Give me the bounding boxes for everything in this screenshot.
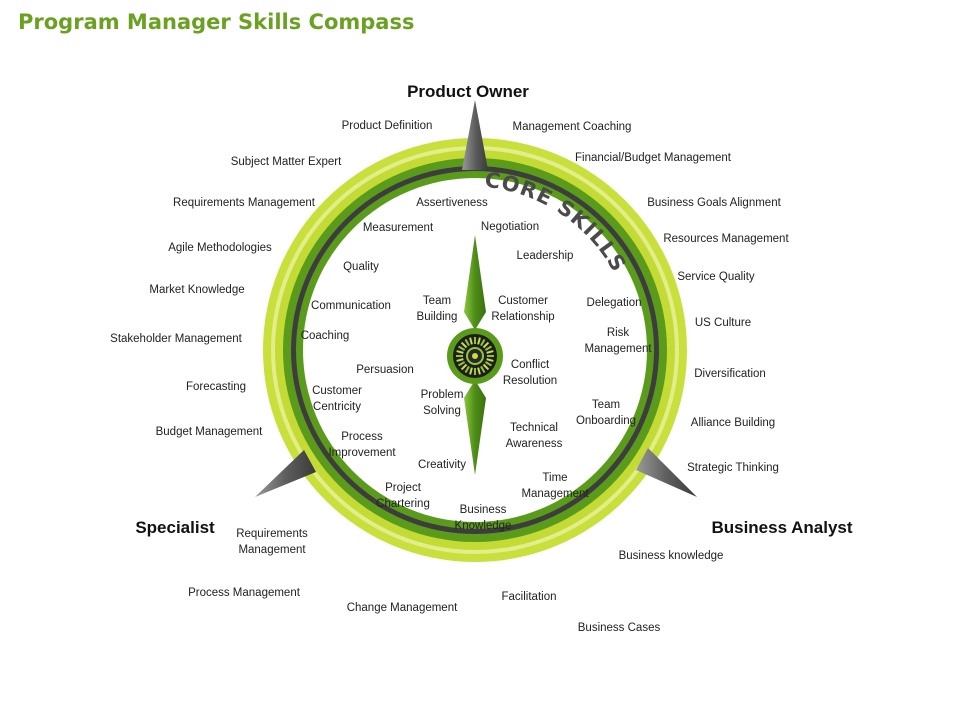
core-problem-solving: Problem Solving (420, 389, 464, 417)
core-technical-awareness: Technical Awareness (505, 422, 563, 450)
skill-alliance: Alliance Building (690, 417, 776, 429)
skill-diversification: Diversification (694, 368, 766, 380)
core-project-chartering: Project Chartering (376, 482, 430, 510)
skill-facilitation: Facilitation (501, 591, 557, 603)
core-process-improvement: Process Improvement (328, 431, 396, 459)
hub-tick (456, 350, 464, 354)
core-leadership: Leadership (516, 250, 574, 262)
core-coaching: Coaching (300, 330, 350, 342)
hub-tick (482, 341, 490, 349)
hub-ticks (456, 337, 494, 375)
skill-us-culture: US Culture (694, 317, 752, 329)
role-specialist: Specialist (135, 518, 215, 537)
hub-tick (464, 365, 470, 373)
hub-tick (469, 337, 473, 345)
skill-business-cases: Business Cases (577, 622, 661, 634)
pointer-product-owner (462, 100, 488, 170)
hub-center (472, 353, 478, 359)
core-team-building: Team Building (416, 295, 458, 323)
core-delegation: Delegation (586, 297, 642, 309)
role-product-owner: Product Owner (407, 82, 529, 101)
core-negotiation: Negotiation (480, 221, 540, 233)
skill-management-coaching: Management Coaching (512, 121, 632, 133)
skill-process-management: Process Management (188, 587, 300, 599)
core-conflict-resolution: Conflict Resolution (502, 359, 558, 387)
hub-tick (484, 345, 492, 351)
hub-tick (484, 361, 492, 367)
hub-tick (486, 350, 494, 354)
hub-tick (469, 367, 473, 375)
skill-budget-management: Budget Management (155, 426, 263, 438)
hub-tick (460, 363, 468, 371)
needle-south (464, 380, 486, 475)
skill-market-knowledge: Market Knowledge (149, 284, 245, 296)
hub-tick (480, 365, 486, 373)
core-creativity: Creativity (418, 459, 466, 471)
role-business-analyst: Business Analyst (711, 518, 853, 537)
core-customer-centricity: Customer Centricity (312, 385, 362, 413)
pointer-specialist (255, 450, 316, 497)
core-communication: Communication (311, 300, 391, 312)
skill-change-management: Change Management (346, 602, 458, 614)
core-customer-relationship: Customer Relationship (491, 295, 555, 323)
skill-product-definition: Product Definition (341, 120, 433, 132)
skill-agile: Agile Methodologies (168, 242, 272, 254)
needle-north (464, 235, 486, 330)
core-quality: Quality (343, 261, 379, 273)
skill-stakeholder: Stakeholder Management (110, 333, 242, 345)
skill-subject-matter-expert: Subject Matter Expert (230, 156, 342, 168)
core-time-management: Time Management (521, 472, 589, 500)
skill-business-goals: Business Goals Alignment (647, 197, 781, 209)
hub-tick (480, 339, 486, 347)
core-measurement: Measurement (362, 222, 434, 234)
hub-tick (458, 345, 466, 351)
hub-tick (486, 358, 494, 362)
hub-tick (477, 337, 481, 345)
hub-tick (460, 341, 468, 349)
skill-requirements-management-specialist: Requirements Management (236, 528, 308, 556)
page-title: Program Manager Skills Compass (18, 10, 415, 34)
core-assertiveness: Assertiveness (416, 197, 488, 209)
hub-tick (458, 361, 466, 367)
hub-tick (456, 358, 464, 362)
hub-tick (477, 367, 481, 375)
skill-financial-budget: Financial/Budget Management (575, 152, 731, 164)
core-risk-management: Risk Management (584, 327, 652, 355)
core-persuasion: Persuasion (356, 364, 414, 376)
skill-resources: Resources Management (663, 233, 789, 245)
skill-strategic: Strategic Thinking (687, 462, 779, 474)
skill-business-knowledge-outer: Business knowledge (618, 550, 724, 562)
skill-requirements-management: Requirements Management (173, 197, 315, 209)
skill-service-quality: Service Quality (677, 271, 755, 283)
hub-tick (464, 339, 470, 347)
core-team-onboarding: Team Onboarding (575, 399, 637, 427)
hub-tick (482, 363, 490, 371)
pointer-business-analyst (636, 448, 697, 497)
skill-forecasting: Forecasting (185, 381, 247, 393)
core-business-knowledge: Business Knowledge (454, 504, 512, 532)
